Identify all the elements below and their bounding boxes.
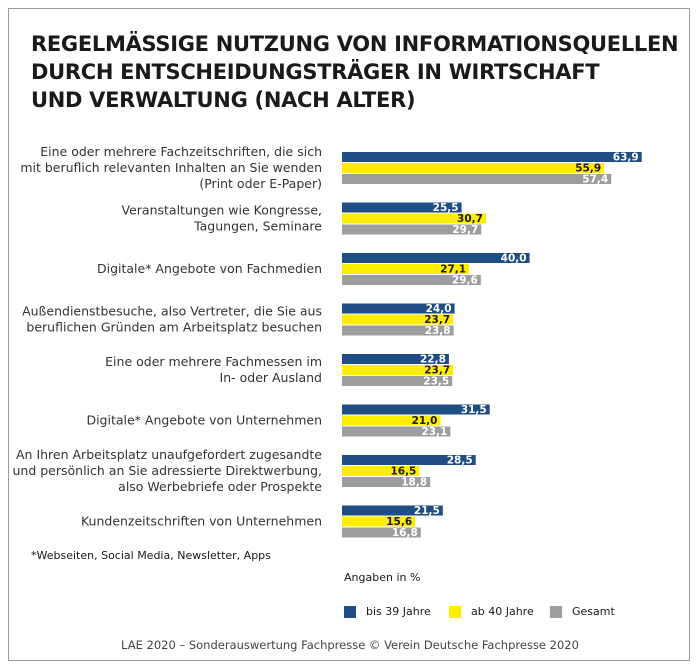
data-label-4-1: 23,7 — [424, 365, 450, 377]
category-label-3-0: Außendienstbesuche, also Vertreter, die … — [22, 304, 322, 319]
data-label-5-0: 31,5 — [461, 404, 487, 416]
bar-1-0 — [342, 202, 462, 213]
category-label-0-0: Eine oder mehrere Fachzeitschriften, die… — [40, 144, 322, 159]
bar-3-2 — [342, 325, 454, 336]
data-label-0-2: 57,4 — [582, 174, 608, 186]
data-label-6-2: 18,8 — [401, 477, 427, 489]
bar-0-1 — [342, 163, 605, 173]
bar-1-2 — [342, 224, 482, 235]
bar-group-1: Veranstaltungen wie Kongresse,Tagungen, … — [122, 202, 486, 236]
data-label-6-1: 16,5 — [390, 466, 416, 478]
legend-label-ab40: ab 40 Jahre — [471, 605, 534, 618]
data-label-3-1: 23,7 — [424, 314, 450, 326]
category-label-5-0: Digitale* Angebote von Unternehmen — [86, 413, 322, 428]
units-note: Angaben in % — [344, 571, 421, 584]
category-label-7-0: Kundenzeitschriften von Unternehmen — [81, 514, 322, 529]
data-label-7-0: 21,5 — [414, 505, 440, 517]
category-label-3-1: beruflichen Gründen am Arbeitsplatz besu… — [26, 320, 322, 335]
data-label-4-2: 23,5 — [423, 376, 449, 388]
bar-5-1 — [342, 415, 441, 426]
bar-4-0 — [342, 354, 449, 364]
bar-group-2: Digitale* Angebote von Fachmedien 40,0 27,… — [97, 253, 530, 287]
legend-swatch-gesamt — [550, 606, 562, 618]
bar-group-0: Eine oder mehrere Fachzeitschriften, die… — [20, 144, 642, 191]
bar-0-0 — [342, 152, 642, 162]
data-label-1-2: 29,7 — [452, 224, 478, 236]
data-label-2-0: 40,0 — [501, 253, 527, 265]
bar-7-1 — [342, 516, 416, 527]
bar-7-2 — [342, 527, 421, 538]
bar-6-0 — [342, 455, 476, 465]
bar-group-3: Außendienstbesuche, also Vertreter, die … — [22, 303, 455, 337]
bar-1-1 — [342, 213, 486, 224]
category-label-6-2: also Werbebriefe oder Prospekte — [118, 479, 322, 494]
title-line-1: REGELMÄSSIGE NUTZUNG VON INFORMATIONSQUE… — [31, 32, 679, 56]
bar-2-2 — [342, 275, 481, 285]
chart-title: REGELMÄSSIGE NUTZUNG VON INFORMATIONSQUE… — [31, 30, 679, 114]
data-label-2-1: 27,1 — [440, 264, 466, 276]
data-label-3-2: 23,8 — [425, 325, 451, 337]
bar-0-2 — [342, 174, 612, 184]
category-label-4-1: In- oder Ausland — [220, 370, 322, 385]
bar-2-1 — [342, 264, 470, 274]
bar-4-2 — [342, 376, 453, 386]
bar-5-2 — [342, 426, 451, 437]
bar-group-5: Digitale* Angebote von Unternehmen 31,5 21… — [86, 404, 490, 438]
data-label-4-0: 22,8 — [420, 354, 446, 366]
data-label-1-1: 30,7 — [457, 213, 483, 225]
category-label-0-2: (Print oder E-Paper) — [199, 176, 322, 191]
bar-group-6: An Ihren Arbeitsplatz unaufgefordert zug… — [12, 447, 476, 494]
title-line-3: UND VERWALTUNG (NACH ALTER) — [31, 88, 416, 112]
data-label-0-0: 63,9 — [613, 152, 639, 164]
footnote: *Webseiten, Social Media, Newsletter, Ap… — [31, 549, 271, 562]
data-label-2-2: 29,6 — [452, 275, 478, 287]
data-label-5-2: 23,1 — [421, 426, 447, 438]
bar-3-0 — [342, 303, 455, 314]
bar-7-0 — [342, 505, 443, 516]
bar-6-2 — [342, 477, 431, 487]
category-label-6-0: An Ihren Arbeitsplatz unaufgefordert zug… — [16, 447, 322, 462]
bar-2-0 — [342, 253, 530, 263]
category-label-0-1: mit beruflich relevanten Inhalten an Sie… — [20, 160, 322, 175]
category-label-2-0: Digitale* Angebote von Fachmedien — [97, 261, 322, 276]
legend-label-bis39: bis 39 Jahre — [366, 605, 431, 618]
legend-swatch-ab40 — [449, 606, 461, 618]
bar-3-1 — [342, 314, 454, 325]
data-label-3-0: 24,0 — [426, 303, 452, 315]
data-label-1-0: 25,5 — [433, 202, 459, 214]
source-note: LAE 2020 – Sonderauswertung Fachpresse ©… — [121, 638, 579, 652]
category-label-6-1: und persönlich an Sie adressierte Direkt… — [12, 463, 322, 478]
title-line-2: DURCH ENTSCHEIDUNGSTRÄGER IN WIRTSCHAFT — [31, 60, 600, 84]
category-label-1-1: Tagungen, Seminare — [193, 219, 322, 234]
data-label-7-1: 15,6 — [386, 516, 412, 528]
legend-swatch-bis39 — [344, 606, 356, 618]
data-label-5-1: 21,0 — [412, 415, 438, 427]
bar-4-1 — [342, 365, 454, 375]
data-label-0-1: 55,9 — [575, 163, 601, 175]
bar-group-7: Kundenzeitschriften von Unternehmen21,51… — [81, 505, 443, 539]
data-label-7-2: 16,8 — [392, 527, 418, 539]
data-label-6-0: 28,5 — [447, 455, 473, 467]
category-label-4-0: Eine oder mehrere Fachmessen im — [105, 354, 322, 369]
category-label-1-0: Veranstaltungen wie Kongresse, — [122, 203, 323, 218]
legend-label-gesamt: Gesamt — [572, 605, 615, 618]
bar-6-1 — [342, 466, 420, 476]
bar-5-0 — [342, 404, 490, 415]
